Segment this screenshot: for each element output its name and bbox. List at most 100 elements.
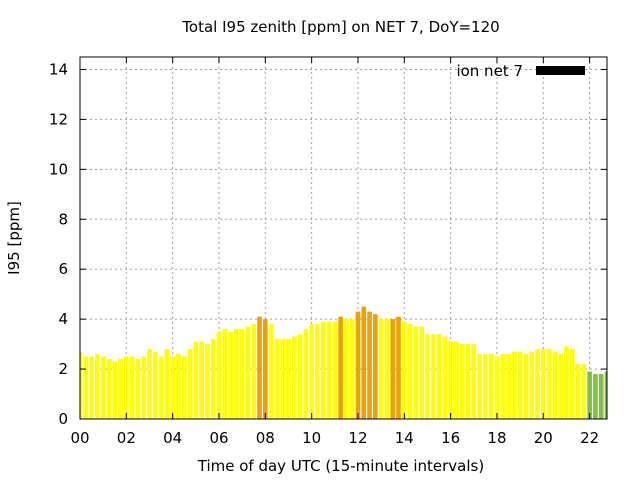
x-axis-label: Time of day UTC (15-minute intervals) — [197, 457, 484, 475]
bar — [430, 334, 436, 419]
bar — [286, 339, 291, 419]
bar — [280, 339, 286, 419]
bar — [106, 359, 112, 419]
bar — [239, 329, 245, 419]
x-tick-label: 10 — [302, 429, 321, 447]
bar — [459, 344, 465, 419]
bar — [100, 356, 106, 419]
bar — [448, 341, 453, 419]
bar — [349, 319, 355, 419]
bar — [216, 331, 222, 419]
bar — [129, 356, 135, 419]
bar — [135, 359, 141, 419]
bar — [251, 324, 257, 419]
bar — [401, 321, 407, 419]
bar — [523, 354, 529, 419]
y-tick-label: 0 — [58, 410, 68, 428]
bar — [454, 341, 459, 419]
legend: ion net 7 — [456, 62, 585, 80]
bar — [80, 351, 83, 419]
bar — [205, 344, 210, 419]
bar — [413, 326, 419, 419]
bar — [396, 316, 401, 419]
x-tick-label: 18 — [487, 429, 506, 447]
bar — [263, 319, 268, 419]
bar — [234, 329, 239, 419]
bar — [575, 364, 581, 419]
bar — [338, 316, 343, 419]
x-tick-label: 06 — [209, 429, 228, 447]
bar — [83, 356, 89, 419]
bar — [199, 341, 204, 419]
bar — [552, 351, 558, 419]
bar — [419, 326, 424, 419]
bar — [471, 344, 477, 419]
bar — [245, 326, 251, 419]
y-tick-label: 6 — [58, 260, 68, 278]
bar — [326, 321, 332, 419]
bar — [558, 354, 563, 419]
bar — [581, 364, 587, 419]
bar — [193, 341, 199, 419]
bar — [529, 351, 535, 419]
bar — [309, 324, 314, 419]
bar — [407, 324, 413, 419]
bar — [378, 319, 384, 419]
bar — [494, 356, 500, 419]
bar — [257, 316, 262, 419]
bar — [332, 321, 338, 419]
bar — [222, 329, 228, 419]
bar — [187, 349, 193, 419]
bar — [569, 349, 575, 419]
bar — [228, 331, 233, 419]
bar — [604, 371, 607, 419]
bar — [268, 324, 274, 419]
bar — [425, 334, 430, 419]
bar — [152, 351, 158, 419]
bar — [500, 354, 506, 419]
bar — [546, 349, 552, 419]
bar — [181, 356, 187, 419]
y-tick-label: 14 — [49, 60, 68, 78]
bar — [158, 356, 164, 419]
y-tick-label: 10 — [49, 160, 68, 178]
bar — [465, 344, 471, 419]
y-tick-label: 12 — [49, 110, 68, 128]
legend-label: ion net 7 — [456, 62, 523, 80]
bar — [535, 349, 540, 419]
bar — [564, 346, 569, 419]
bar — [512, 351, 517, 419]
y-axis-label: I95 [ppm] — [5, 201, 23, 275]
bar — [436, 334, 442, 419]
bar — [477, 354, 482, 419]
plot-frame — [79, 56, 608, 420]
bar — [89, 356, 94, 419]
bar — [593, 374, 598, 419]
bar — [540, 349, 546, 419]
x-tick-label: 16 — [441, 429, 460, 447]
y-tick-label: 8 — [58, 210, 68, 228]
y-tick-label: 4 — [58, 310, 68, 328]
bar — [442, 336, 448, 419]
bar — [112, 361, 118, 419]
x-tick-label: 22 — [580, 429, 599, 447]
bar — [361, 306, 367, 419]
bar — [95, 354, 100, 419]
x-tick-label: 08 — [256, 429, 275, 447]
bar — [506, 354, 511, 419]
y-tick-label: 2 — [58, 360, 68, 378]
bar — [320, 321, 326, 419]
bar — [355, 311, 361, 419]
bar — [118, 359, 123, 419]
bar — [303, 329, 309, 419]
x-tick-label: 02 — [117, 429, 136, 447]
bar — [517, 351, 523, 419]
x-tick-label: 04 — [163, 429, 182, 447]
bar — [488, 354, 494, 419]
chart-title: Total I95 zenith [ppm] on NET 7, DoY=120 — [181, 18, 499, 36]
bar — [291, 336, 297, 419]
x-tick-label: 14 — [395, 429, 414, 447]
bars-layer — [80, 306, 607, 419]
bar — [373, 314, 378, 419]
